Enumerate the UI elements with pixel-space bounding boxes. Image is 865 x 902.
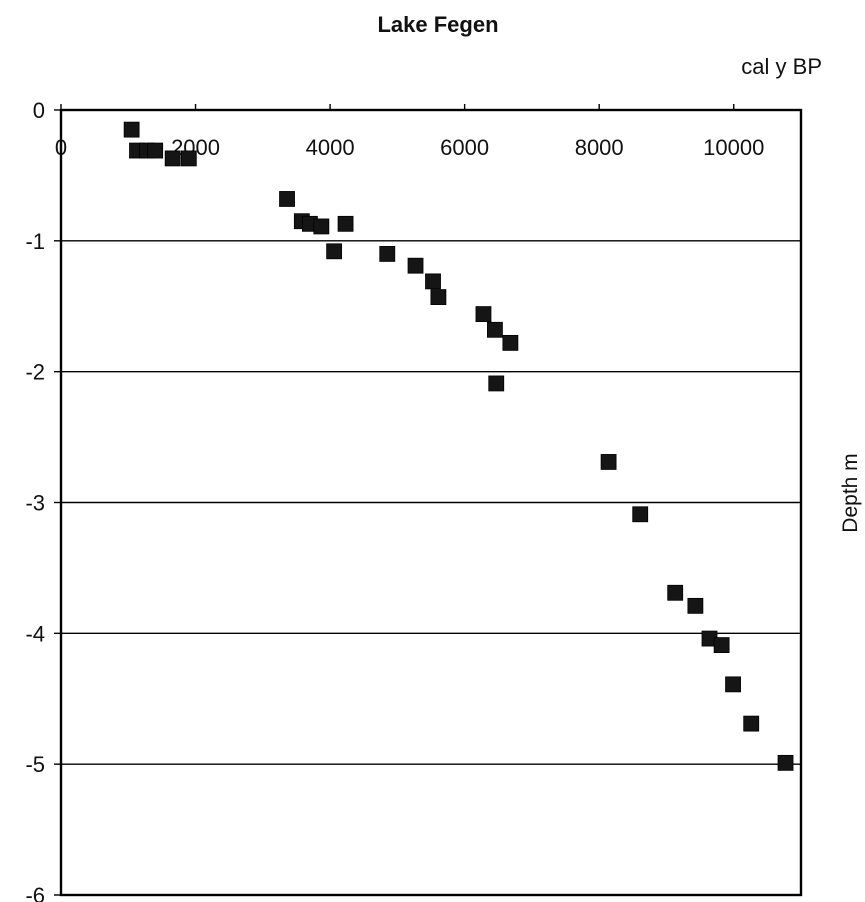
y-tick-label: -6: [25, 883, 45, 902]
data-point: [430, 289, 447, 305]
data-point: [407, 257, 424, 274]
data-point: [279, 191, 295, 207]
x-tick-label: 10000: [703, 135, 764, 160]
y-tick-label: -4: [25, 621, 45, 646]
data-point: [487, 321, 503, 338]
data-point: [337, 215, 354, 232]
y-tick-label: -1: [25, 229, 45, 254]
y-tick-label: -3: [25, 491, 45, 516]
data-point: [123, 121, 140, 138]
y-axis-label: Depth m: [839, 453, 862, 532]
data-point: [667, 584, 684, 601]
data-point: [326, 243, 343, 260]
x-tick-label: 4000: [306, 135, 355, 160]
y-tick-label: -2: [25, 360, 45, 385]
data-point: [147, 142, 164, 159]
grid-lines: [54, 104, 801, 896]
data-points: [123, 121, 794, 771]
y-tick-label: -5: [25, 752, 45, 777]
x-axis-label: cal y BP: [741, 54, 822, 79]
x-tick-label: 6000: [440, 135, 489, 160]
x-tick-label: 8000: [575, 135, 624, 160]
data-point: [313, 218, 330, 235]
data-point: [777, 754, 794, 771]
data-point: [488, 375, 505, 392]
x-tick-labels: 0 2000 4000 6000 8000 10000: [55, 135, 764, 160]
data-point: [379, 246, 396, 262]
data-point: [502, 334, 519, 351]
chart-title: Lake Fegen: [377, 12, 498, 37]
data-point: [687, 597, 704, 614]
data-point: [725, 676, 741, 693]
data-point: [743, 715, 760, 732]
y-tick-labels: 0 -1 -2 -3 -4 -5 -6: [25, 98, 45, 902]
data-point: [713, 637, 730, 654]
data-point: [425, 273, 441, 290]
data-point: [475, 306, 492, 323]
plot-frame: [59, 108, 803, 897]
data-point: [164, 150, 181, 167]
data-point: [632, 506, 649, 523]
y-tick-label: 0: [33, 98, 45, 123]
data-point: [180, 150, 197, 167]
data-point: [600, 454, 617, 470]
